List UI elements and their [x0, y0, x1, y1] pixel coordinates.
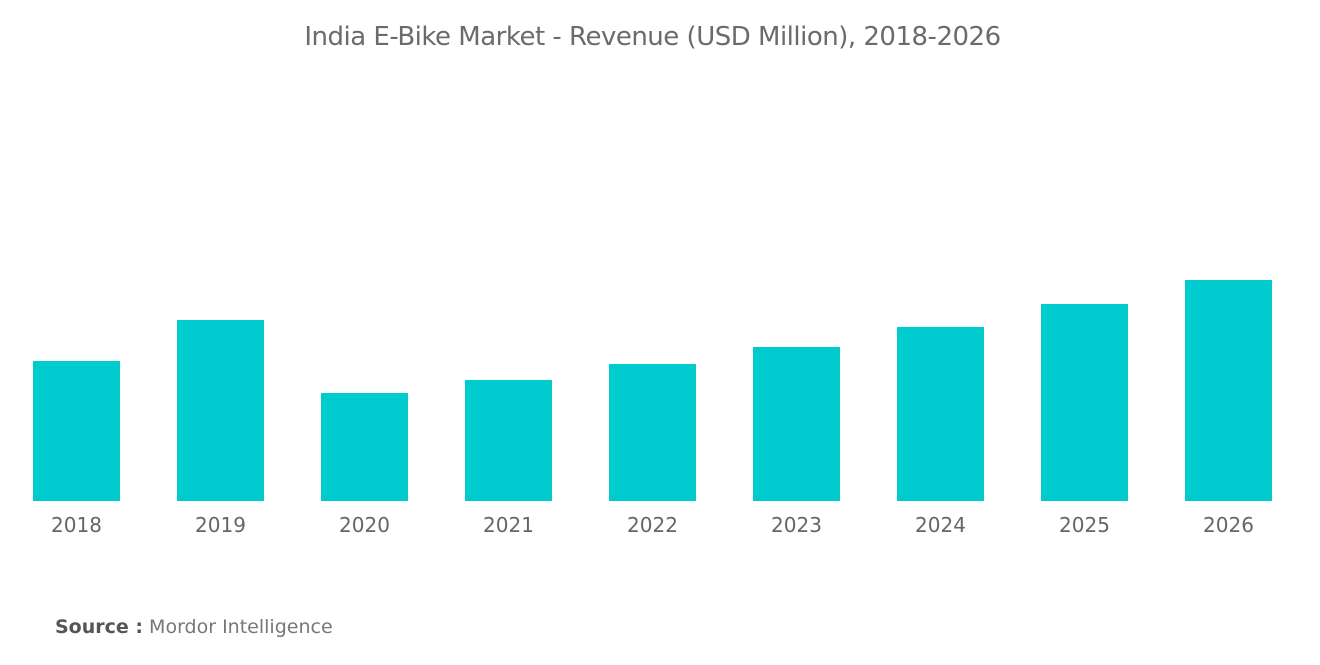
- x-tick-label: 2020: [339, 513, 390, 537]
- source-value: Mordor Intelligence: [149, 616, 333, 638]
- x-tick-label: 2024: [915, 513, 966, 537]
- bar-2024: [897, 327, 984, 501]
- x-tick-label: 2021: [483, 513, 534, 537]
- source-note: Source : Mordor Intelligence: [55, 616, 333, 638]
- bar-2018: [33, 361, 120, 501]
- x-tick-label: 2019: [195, 513, 246, 537]
- x-tick-label: 2022: [627, 513, 678, 537]
- bar-2020: [321, 393, 408, 501]
- bar-2019: [177, 320, 264, 501]
- bar-2026: [1185, 280, 1272, 501]
- bar-2022: [609, 364, 696, 501]
- chart-title: India E-Bike Market - Revenue (USD Milli…: [304, 22, 1001, 52]
- source-label: Source :: [55, 616, 143, 638]
- bar-chart: 2018 2019 2020 2021 2022 2023 2024 2025 2026: [33, 280, 1272, 537]
- x-tick-label: 2018: [51, 513, 102, 537]
- x-tick-label: 2023: [771, 513, 822, 537]
- bar-2021: [465, 380, 552, 501]
- bar-2025: [1041, 304, 1128, 501]
- bar-2023: [753, 347, 840, 501]
- x-tick-label: 2026: [1203, 513, 1254, 537]
- x-tick-label: 2025: [1059, 513, 1110, 537]
